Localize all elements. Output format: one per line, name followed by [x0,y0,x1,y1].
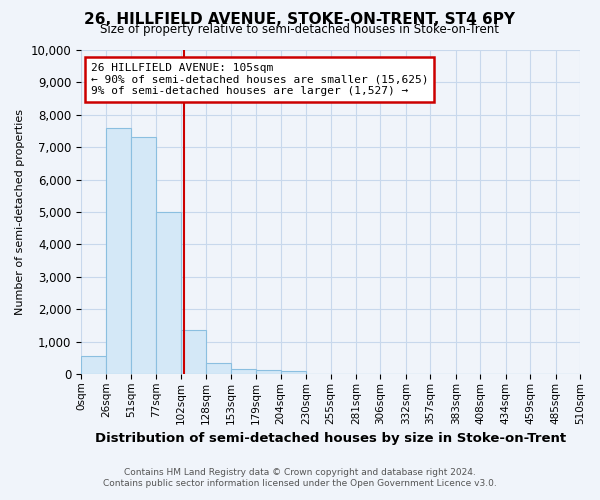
Text: 26, HILLFIELD AVENUE, STOKE-ON-TRENT, ST4 6PY: 26, HILLFIELD AVENUE, STOKE-ON-TRENT, ST… [85,12,515,28]
Text: Contains HM Land Registry data © Crown copyright and database right 2024.
Contai: Contains HM Land Registry data © Crown c… [103,468,497,487]
Bar [106,128,131,374]
Y-axis label: Number of semi-detached properties: Number of semi-detached properties [15,109,25,315]
Bar [231,368,256,374]
Bar [181,330,206,374]
Bar [206,363,231,374]
Bar [131,138,157,374]
Text: 26 HILLFIELD AVENUE: 105sqm
← 90% of semi-detached houses are smaller (15,625)
9: 26 HILLFIELD AVENUE: 105sqm ← 90% of sem… [91,63,428,96]
Bar [157,212,181,374]
Bar [81,356,106,374]
Bar [256,370,281,374]
Text: Size of property relative to semi-detached houses in Stoke-on-Trent: Size of property relative to semi-detach… [101,22,499,36]
Bar [281,372,306,374]
X-axis label: Distribution of semi-detached houses by size in Stoke-on-Trent: Distribution of semi-detached houses by … [95,432,566,445]
